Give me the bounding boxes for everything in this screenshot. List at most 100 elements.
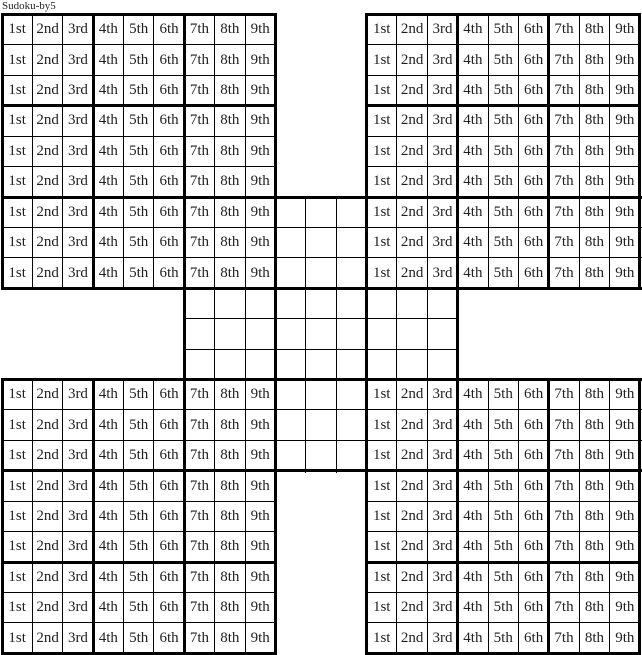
cell-r13-c18: 6th xyxy=(524,386,544,403)
cell-r15-c20: 8th xyxy=(584,447,604,464)
cell-r21-c13: 1st xyxy=(372,629,391,646)
cell-r14-c14: 2nd xyxy=(400,416,424,433)
cell-r4-c20: 8th xyxy=(584,112,604,129)
cell-r9-c15: 3rd xyxy=(432,264,453,281)
cell-r15-c14: 2nd xyxy=(400,447,424,464)
cell-r11-c13 xyxy=(367,319,397,349)
cell-r6-c16: 4th xyxy=(463,173,483,190)
cell-r12-c11 xyxy=(306,349,336,379)
horizontal-gridline xyxy=(365,166,641,167)
horizontal-gridline xyxy=(1,166,277,167)
cell-r15-c6: 6th xyxy=(159,447,179,464)
vertical-gridline xyxy=(336,196,337,473)
cell-r7-c6: 6th xyxy=(159,203,179,220)
cell-r20-c16: 4th xyxy=(463,599,483,616)
cell-r6-c1: 1st xyxy=(8,173,26,190)
cell-r6-c8: 8th xyxy=(220,173,240,190)
cell-r5-c8: 8th xyxy=(220,142,240,159)
cell-r13-c4: 4th xyxy=(98,386,118,403)
cell-r21-c8: 8th xyxy=(220,629,240,646)
cell-r3-c4: 4th xyxy=(98,82,118,99)
cell-r18-c14: 2nd xyxy=(400,538,424,555)
cell-r10-c9 xyxy=(245,288,275,318)
cell-r18-c7: 7th xyxy=(189,538,210,555)
horizontal-gridline xyxy=(365,44,641,45)
cell-r5-c16: 4th xyxy=(463,142,483,159)
cell-r19-c19: 7th xyxy=(554,568,574,585)
cell-r11-c9 xyxy=(245,319,275,349)
cell-r20-c14: 2nd xyxy=(400,599,424,616)
cell-r1-c13: 1st xyxy=(372,21,391,38)
cell-r12-c12 xyxy=(336,349,366,379)
cell-r17-c16: 4th xyxy=(463,507,483,524)
cell-r21-c9: 9th xyxy=(250,629,270,646)
cell-r17-c20: 8th xyxy=(584,507,604,524)
cell-r20-c17: 5th xyxy=(493,599,513,616)
cell-r5-c5: 5th xyxy=(129,142,149,159)
cell-r18-c5: 5th xyxy=(129,538,149,555)
cell-r18-c6: 6th xyxy=(159,538,179,555)
cell-r8-c18: 6th xyxy=(524,234,544,251)
cell-r8-c16: 4th xyxy=(463,234,483,251)
cell-r16-c17: 5th xyxy=(493,477,513,494)
cell-r15-c5: 5th xyxy=(129,447,149,464)
cell-r5-c7: 7th xyxy=(189,142,210,159)
cell-r13-c7: 7th xyxy=(189,386,210,403)
cell-r2-c7: 7th xyxy=(189,51,210,68)
horizontal-gridline xyxy=(1,196,642,199)
horizontal-gridline xyxy=(1,652,277,655)
cell-r14-c20: 8th xyxy=(584,416,604,433)
cell-r14-c7: 7th xyxy=(189,416,210,433)
cell-r12-c8 xyxy=(215,349,245,379)
cell-r7-c16: 4th xyxy=(463,203,483,220)
cell-r14-c12 xyxy=(336,410,366,440)
cell-r21-c16: 4th xyxy=(463,629,483,646)
vertical-gridline xyxy=(62,378,63,655)
cell-r10-c7 xyxy=(184,288,214,318)
cell-r3-c2: 2nd xyxy=(36,82,59,99)
cell-r20-c21: 9th xyxy=(615,599,635,616)
cell-r15-c3: 3rd xyxy=(67,447,88,464)
cell-r7-c12 xyxy=(336,197,366,227)
cell-r7-c13: 1st xyxy=(372,203,391,220)
cell-r6-c17: 5th xyxy=(493,173,513,190)
cell-r5-c15: 3rd xyxy=(432,142,453,159)
cell-r2-c17: 5th xyxy=(493,51,513,68)
cell-r13-c5: 5th xyxy=(129,386,149,403)
cell-r15-c8: 8th xyxy=(220,447,240,464)
cell-r2-c3: 3rd xyxy=(67,51,88,68)
cell-r8-c2: 2nd xyxy=(36,234,59,251)
cell-r1-c14: 2nd xyxy=(400,21,424,38)
cell-r1-c5: 5th xyxy=(129,21,149,38)
cell-r3-c15: 3rd xyxy=(432,82,453,99)
cell-r8-c8: 8th xyxy=(220,234,240,251)
cell-r17-c9: 9th xyxy=(250,507,270,524)
cell-r4-c17: 5th xyxy=(493,112,513,129)
cell-r13-c10 xyxy=(275,380,305,410)
cell-r5-c3: 3rd xyxy=(67,142,88,159)
cell-r4-c19: 7th xyxy=(554,112,574,129)
cell-r8-c7: 7th xyxy=(189,234,210,251)
cell-r13-c9: 9th xyxy=(250,386,270,403)
cell-r16-c9: 9th xyxy=(250,477,270,494)
cell-r8-c12 xyxy=(336,227,366,257)
cell-r13-c15: 3rd xyxy=(432,386,453,403)
cell-r18-c21: 9th xyxy=(615,538,635,555)
cell-r2-c15: 3rd xyxy=(432,51,453,68)
cell-r4-c13: 1st xyxy=(372,112,391,129)
cell-r14-c13: 1st xyxy=(372,416,391,433)
horizontal-gridline xyxy=(1,378,642,381)
cell-r18-c17: 5th xyxy=(493,538,513,555)
cell-r1-c21: 9th xyxy=(615,21,635,38)
cell-r14-c4: 4th xyxy=(98,416,118,433)
vertical-gridline xyxy=(547,13,550,290)
vertical-gridline xyxy=(579,378,580,655)
cell-r15-c15: 3rd xyxy=(432,447,453,464)
vertical-gridline xyxy=(123,378,124,655)
cell-r6-c21: 9th xyxy=(615,173,635,190)
cell-r20-c8: 8th xyxy=(220,599,240,616)
vertical-gridline xyxy=(32,378,33,655)
vertical-gridline xyxy=(1,13,4,290)
cell-r7-c8: 8th xyxy=(220,203,240,220)
cell-r14-c2: 2nd xyxy=(36,416,59,433)
